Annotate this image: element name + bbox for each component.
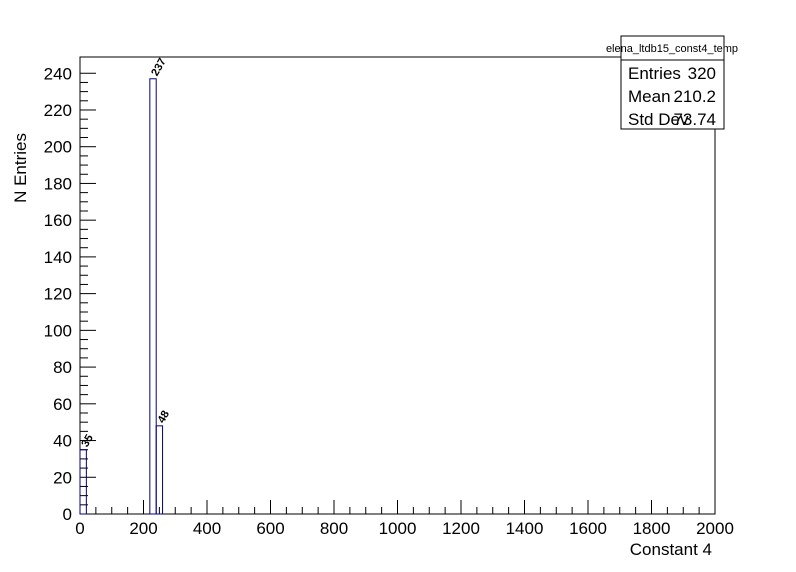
stats-value: 73.74 [673,110,716,129]
y-tick-label: 160 [44,211,72,230]
stats-value: 320 [688,64,716,83]
x-tick-label: 1400 [506,519,544,538]
stats-box: elena_ltdb15_const4_temp [606,35,738,130]
frame [79,56,716,515]
y-tick-label: 240 [44,64,72,83]
stats-title: elena_ltdb15_const4_temp [606,43,738,55]
stats-label: Std Dev [628,110,689,129]
x-tick-label: 400 [193,519,221,538]
y-tick-label: 20 [53,468,72,487]
y-tick-label: 220 [44,101,72,120]
x-tick-label: 600 [256,519,284,538]
x-tick-label: 1000 [379,519,417,538]
data-label: 237 [149,56,169,78]
y-tick-label: 200 [44,138,72,157]
x-axis-label: Constant 4 [630,540,712,559]
x-tick-label: 200 [129,519,157,538]
stats-frame [620,35,725,130]
x-tick-label: 2000 [696,519,734,538]
stats-label: Mean [628,87,671,106]
x-tick-label: 0 [75,519,84,538]
stats-value: 210.2 [673,87,716,106]
y-tick-label: 180 [44,174,72,193]
bar [149,78,157,515]
stats-label: Entries [628,64,681,83]
x-tick-label: 1200 [442,519,480,538]
x-tick-label: 800 [320,519,348,538]
y-tick-label: 80 [53,358,72,377]
data-label: 35 [79,433,96,450]
bar [155,425,164,515]
y-tick-label: 0 [63,505,72,524]
x-tick-label: 1600 [569,519,607,538]
y-tick-label: 100 [44,321,72,340]
y-axis-label: N Entries [11,133,30,203]
y-tick-label: 140 [44,248,72,267]
y-tick-label: 60 [53,395,72,414]
x-tick-label: 1800 [633,519,671,538]
y-tick-label: 40 [53,432,72,451]
bar [79,449,87,515]
data-label: 48 [156,409,173,426]
y-tick-label: 120 [44,285,72,304]
